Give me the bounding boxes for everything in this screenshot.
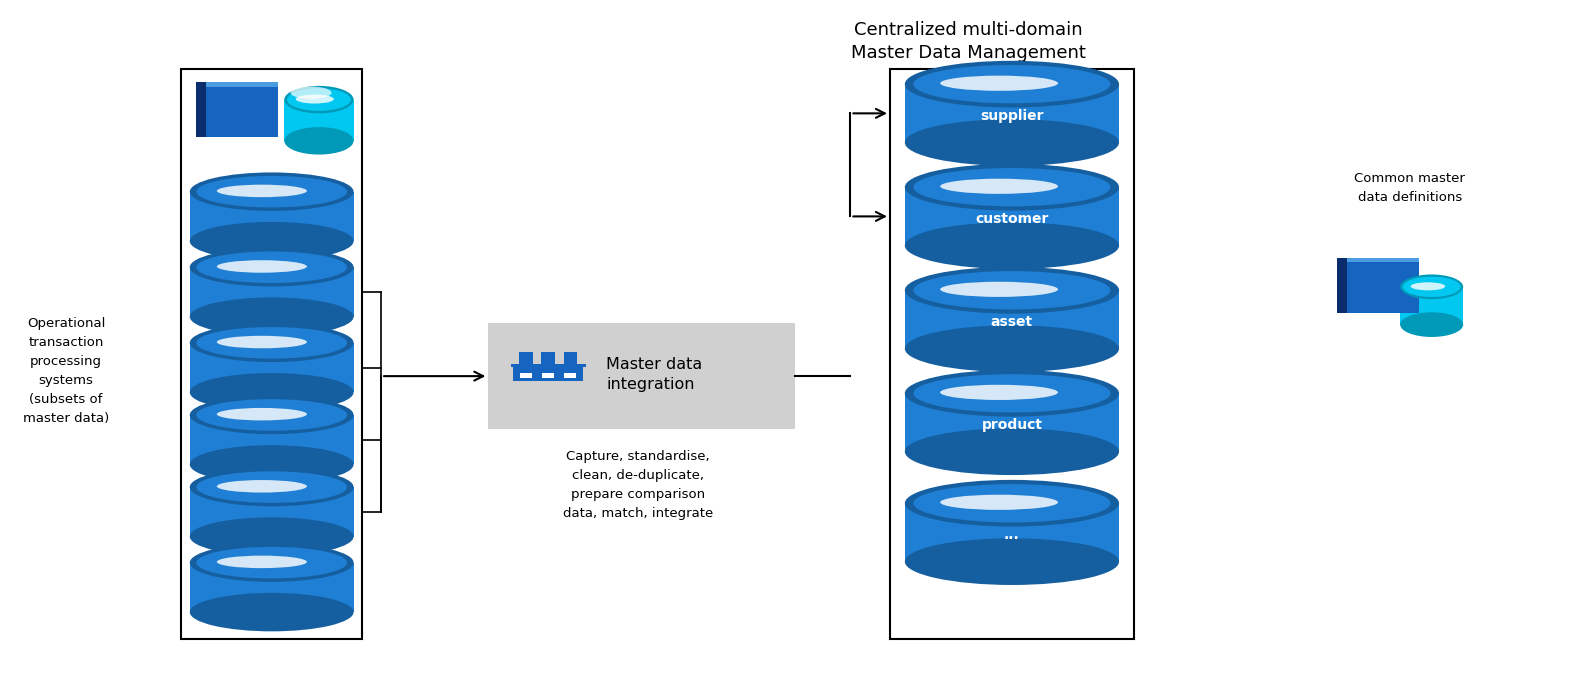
Ellipse shape [197, 547, 346, 578]
Ellipse shape [1411, 282, 1446, 291]
Ellipse shape [285, 127, 353, 155]
FancyBboxPatch shape [520, 373, 532, 379]
Text: Capture, standardise,
clean, de-duplicate,
prepare comparison
data, match, integ: Capture, standardise, clean, de-duplicat… [562, 450, 713, 520]
Text: customer: customer [975, 212, 1049, 226]
Ellipse shape [904, 480, 1118, 526]
Ellipse shape [191, 445, 353, 484]
Ellipse shape [217, 336, 307, 348]
FancyBboxPatch shape [904, 85, 1120, 143]
FancyBboxPatch shape [904, 290, 1120, 348]
FancyBboxPatch shape [191, 487, 354, 537]
Text: supplier: supplier [980, 109, 1044, 123]
Ellipse shape [904, 429, 1118, 475]
Ellipse shape [1400, 274, 1463, 299]
Ellipse shape [197, 176, 346, 207]
Bar [890, 69, 1134, 639]
Ellipse shape [290, 87, 332, 99]
FancyBboxPatch shape [513, 364, 583, 381]
Ellipse shape [913, 374, 1110, 412]
Ellipse shape [940, 282, 1058, 297]
FancyBboxPatch shape [1337, 258, 1347, 313]
Ellipse shape [197, 399, 346, 431]
Ellipse shape [904, 164, 1118, 210]
Ellipse shape [191, 248, 353, 286]
Ellipse shape [913, 271, 1110, 309]
Ellipse shape [191, 324, 353, 362]
FancyBboxPatch shape [191, 267, 354, 317]
Ellipse shape [217, 408, 307, 420]
FancyBboxPatch shape [542, 373, 554, 379]
Ellipse shape [913, 168, 1110, 206]
FancyBboxPatch shape [1400, 286, 1463, 324]
FancyBboxPatch shape [904, 393, 1120, 452]
Ellipse shape [197, 327, 346, 359]
Ellipse shape [285, 86, 353, 113]
FancyBboxPatch shape [488, 323, 795, 429]
FancyBboxPatch shape [1337, 258, 1419, 313]
Ellipse shape [940, 179, 1058, 194]
Text: Centralized multi-domain
Master Data Management: Centralized multi-domain Master Data Man… [850, 21, 1087, 63]
Ellipse shape [217, 185, 307, 197]
Ellipse shape [913, 484, 1110, 522]
Text: Common master
data definitions: Common master data definitions [1354, 172, 1465, 204]
FancyBboxPatch shape [191, 192, 354, 241]
Ellipse shape [217, 480, 307, 493]
Text: Operational
transaction
processing
systems
(subsets of
master data): Operational transaction processing syste… [24, 317, 109, 425]
Ellipse shape [904, 539, 1118, 585]
Text: product: product [981, 418, 1043, 432]
FancyBboxPatch shape [191, 563, 354, 612]
Ellipse shape [913, 65, 1110, 103]
FancyBboxPatch shape [1347, 258, 1419, 262]
FancyBboxPatch shape [520, 352, 532, 365]
FancyBboxPatch shape [191, 415, 354, 464]
Ellipse shape [191, 396, 353, 434]
Ellipse shape [217, 260, 307, 273]
FancyBboxPatch shape [285, 100, 354, 141]
Ellipse shape [191, 297, 353, 336]
Ellipse shape [197, 471, 346, 503]
FancyBboxPatch shape [542, 352, 554, 365]
Ellipse shape [191, 517, 353, 556]
Text: Master data
integration: Master data integration [606, 357, 702, 392]
Ellipse shape [904, 120, 1118, 166]
Text: asset: asset [991, 315, 1033, 329]
FancyBboxPatch shape [197, 82, 279, 137]
Ellipse shape [191, 593, 353, 631]
Ellipse shape [904, 61, 1118, 107]
Ellipse shape [191, 373, 353, 412]
Ellipse shape [296, 95, 334, 104]
Ellipse shape [1400, 312, 1463, 337]
Ellipse shape [197, 251, 346, 283]
FancyBboxPatch shape [510, 364, 586, 367]
Ellipse shape [191, 468, 353, 506]
Ellipse shape [940, 385, 1058, 400]
FancyBboxPatch shape [191, 343, 354, 392]
FancyBboxPatch shape [564, 352, 576, 365]
Ellipse shape [1403, 277, 1460, 297]
Ellipse shape [940, 495, 1058, 510]
Ellipse shape [904, 267, 1118, 313]
FancyBboxPatch shape [206, 82, 279, 87]
Bar [181, 69, 362, 639]
Text: ...: ... [1005, 528, 1021, 542]
Ellipse shape [904, 222, 1118, 269]
Ellipse shape [904, 325, 1118, 372]
FancyBboxPatch shape [904, 503, 1120, 562]
FancyBboxPatch shape [197, 82, 206, 137]
Ellipse shape [191, 543, 353, 582]
Ellipse shape [940, 76, 1058, 91]
Ellipse shape [191, 222, 353, 260]
Ellipse shape [191, 172, 353, 211]
Ellipse shape [217, 556, 307, 568]
FancyBboxPatch shape [904, 187, 1120, 245]
Ellipse shape [904, 370, 1118, 416]
FancyBboxPatch shape [564, 373, 576, 379]
Ellipse shape [287, 89, 351, 111]
